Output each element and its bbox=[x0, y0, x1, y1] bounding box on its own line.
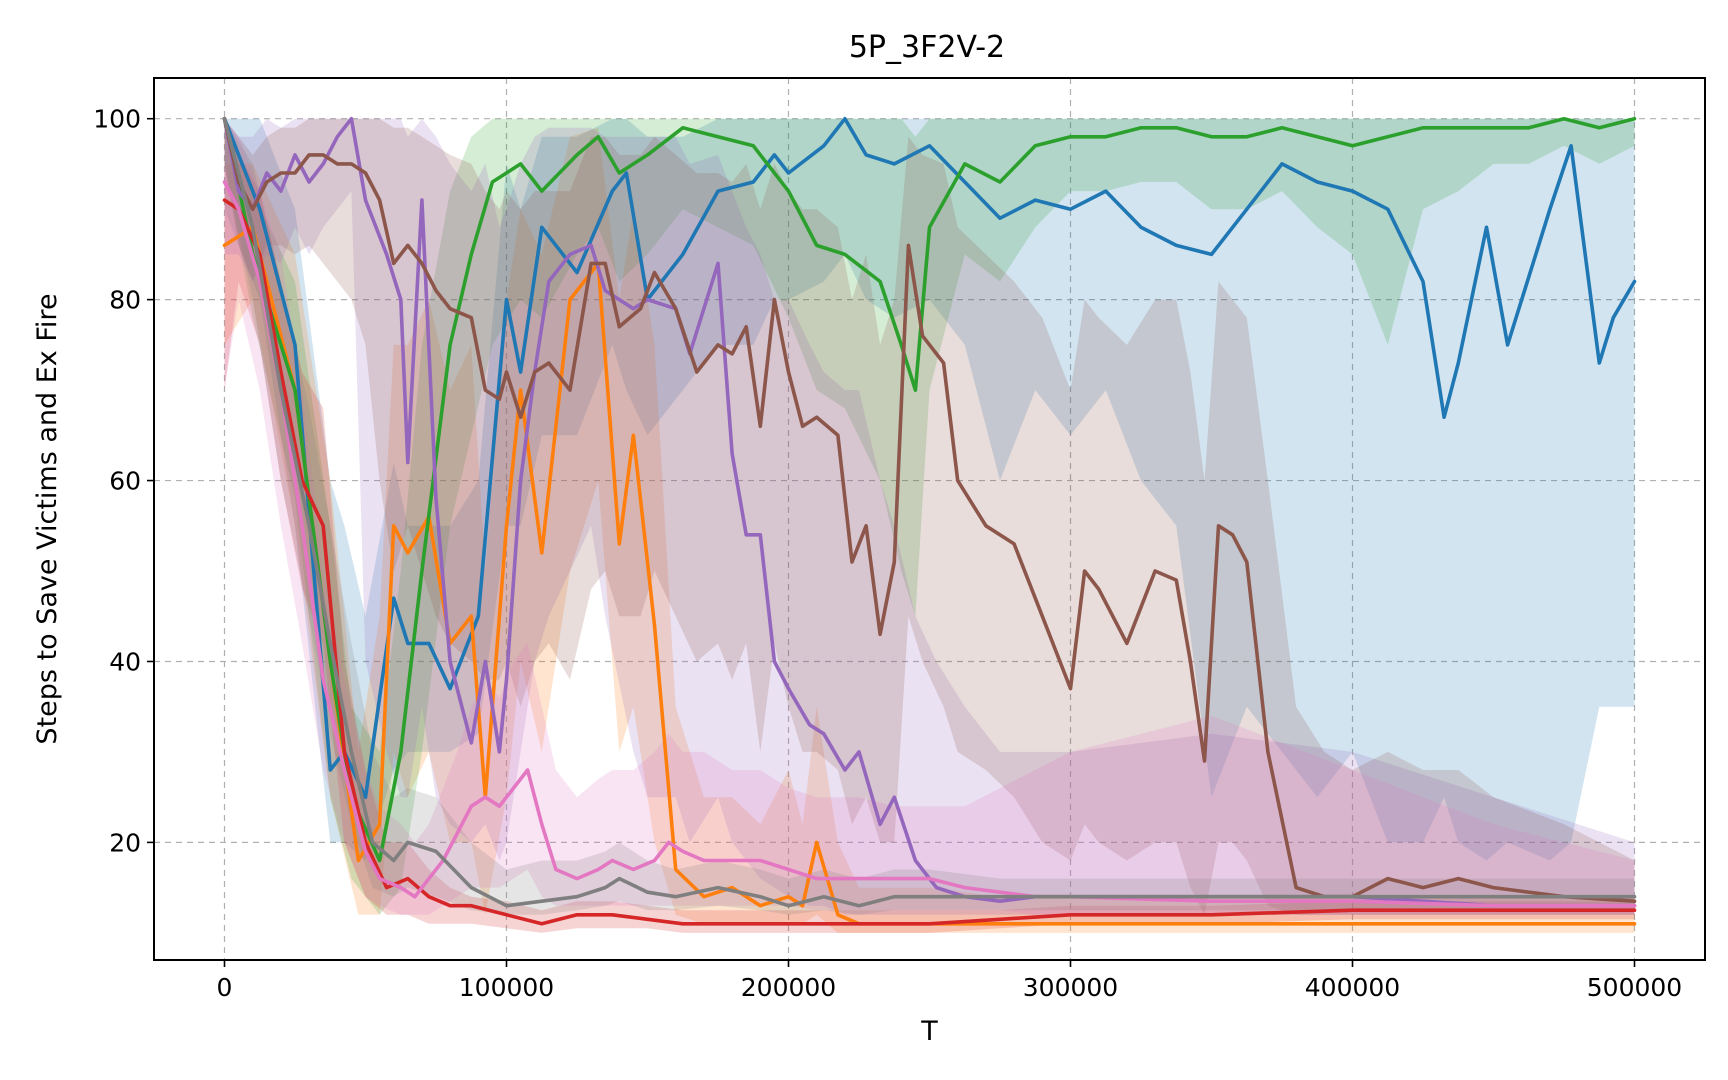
y-tick-label: 40 bbox=[109, 647, 141, 676]
x-tick-label: 300000 bbox=[1023, 973, 1118, 1002]
x-tick-label: 400000 bbox=[1305, 973, 1400, 1002]
series-2-line bbox=[222, 116, 1637, 863]
series-1-band bbox=[224, 127, 1635, 933]
series-4-band bbox=[224, 118, 1635, 915]
x-tick-label: 500000 bbox=[1587, 973, 1682, 1002]
y-tick-label: 60 bbox=[109, 467, 141, 496]
series-6-line bbox=[222, 180, 1637, 908]
chart-title: 5P_3F2V-2 bbox=[849, 30, 1005, 65]
grid-layer bbox=[154, 78, 1705, 960]
axis-ticks: 0 100000 200000 300000 400000 500000 20 40 60 80 1… bbox=[93, 105, 1682, 1002]
x-tick-label: 200000 bbox=[741, 973, 836, 1002]
series-5-band bbox=[224, 118, 1635, 915]
x-axis-label: T bbox=[920, 1016, 938, 1047]
series-3-line bbox=[222, 198, 1637, 926]
y-axis-label: Steps to Save Victims and Ex Fire bbox=[32, 293, 63, 744]
series-4-line bbox=[222, 116, 1637, 908]
x-tick-label: 100000 bbox=[459, 973, 554, 1002]
y-tick-label: 20 bbox=[109, 828, 141, 857]
y-tick-label: 100 bbox=[93, 105, 141, 134]
x-tick-label: 0 bbox=[217, 973, 233, 1002]
plot-area-frame bbox=[153, 77, 1706, 961]
y-tick-label: 80 bbox=[109, 286, 141, 315]
series-0-band bbox=[224, 118, 1635, 861]
series-0-line bbox=[222, 116, 1637, 799]
series-5-line bbox=[222, 116, 1637, 903]
series-lines bbox=[222, 116, 1637, 926]
series-7-line bbox=[222, 116, 1637, 908]
